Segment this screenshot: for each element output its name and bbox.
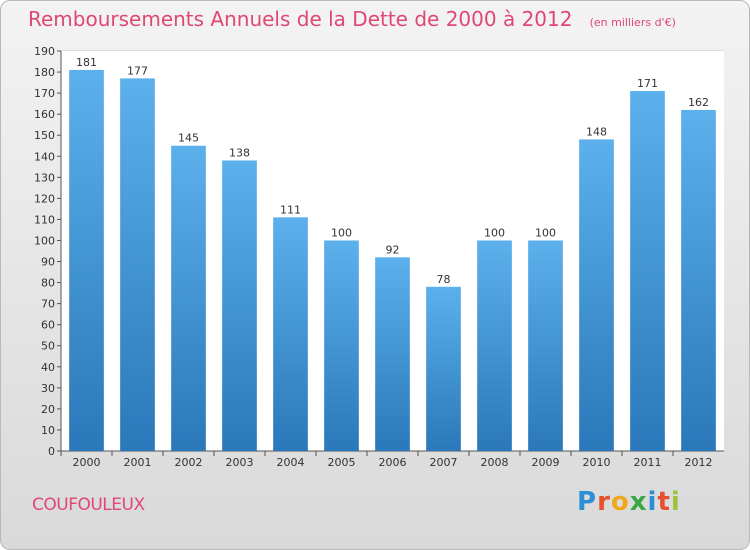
y-tick-label: 20 bbox=[41, 403, 55, 416]
bar-value-label: 111 bbox=[280, 203, 301, 216]
bar-value-label: 100 bbox=[535, 226, 556, 239]
y-tick-label: 190 bbox=[34, 45, 55, 58]
commune-name: COUFOULEUX bbox=[32, 495, 145, 515]
bar-value-label: 145 bbox=[178, 132, 199, 145]
y-tick-label: 100 bbox=[34, 234, 55, 247]
y-tick-label: 30 bbox=[41, 382, 55, 395]
y-tick-label: 10 bbox=[41, 424, 55, 437]
chart-title: Remboursements Annuels de la Dette de 20… bbox=[28, 7, 676, 31]
bar-value-label: 78 bbox=[437, 273, 451, 286]
x-tick-label: 2003 bbox=[226, 456, 254, 469]
proxiti-logo: Proxiti bbox=[577, 487, 681, 517]
logo-letter: i bbox=[670, 487, 681, 517]
logo-letter: P bbox=[577, 487, 598, 517]
bar bbox=[222, 160, 257, 451]
y-tick-label: 70 bbox=[41, 298, 55, 311]
y-tick-label: 180 bbox=[34, 66, 55, 79]
bar-value-label: 181 bbox=[76, 56, 97, 69]
x-tick-label: 2010 bbox=[583, 456, 611, 469]
y-tick-label: 130 bbox=[34, 171, 55, 184]
x-tick-label: 2008 bbox=[481, 456, 509, 469]
x-tick-label: 2012 bbox=[685, 456, 713, 469]
bar-value-label: 138 bbox=[229, 146, 250, 159]
logo-letter: t bbox=[657, 487, 671, 517]
y-tick-labels: 0 10 20 30 40 50 60 70 80 90 100 110 120 130 140 150 160… bbox=[34, 45, 55, 458]
bar-value-label: 177 bbox=[127, 64, 148, 77]
bar bbox=[477, 240, 512, 451]
x-tick-label: 2007 bbox=[430, 456, 458, 469]
bar-value-label: 171 bbox=[637, 77, 658, 90]
bar bbox=[630, 91, 665, 451]
y-tick-label: 80 bbox=[41, 277, 55, 290]
x-tick-label: 2006 bbox=[379, 456, 407, 469]
x-tick-label: 2005 bbox=[328, 456, 356, 469]
y-tick-label: 0 bbox=[48, 445, 55, 458]
bar-value-label: 100 bbox=[484, 226, 505, 239]
y-tick-label: 170 bbox=[34, 87, 55, 100]
bar bbox=[426, 286, 461, 451]
bar-value-label: 92 bbox=[386, 243, 400, 256]
bar bbox=[324, 240, 359, 451]
bar bbox=[69, 69, 104, 452]
x-tick-label: 2001 bbox=[124, 456, 152, 469]
x-tick-label: 2009 bbox=[532, 456, 560, 469]
x-tick-labels: 2000 2001 2002 2003 2004 2005 2006 2007 2008 2009… bbox=[60, 451, 713, 469]
chart-unit-label: (en milliers d'€) bbox=[589, 16, 676, 29]
y-tick-label: 110 bbox=[34, 213, 55, 226]
x-tick-label: 2002 bbox=[175, 456, 203, 469]
y-tick-label: 60 bbox=[41, 319, 55, 332]
bar bbox=[579, 139, 614, 451]
bar-value-label: 162 bbox=[688, 96, 709, 109]
bar bbox=[273, 217, 308, 451]
logo-letter: o bbox=[610, 487, 630, 517]
y-tick-label: 90 bbox=[41, 256, 55, 269]
bar bbox=[528, 240, 563, 451]
y-tick-label: 50 bbox=[41, 340, 55, 353]
bar bbox=[120, 78, 155, 452]
logo-letter: x bbox=[629, 487, 648, 517]
bar-value-label: 100 bbox=[331, 226, 352, 239]
bar-value-label: 148 bbox=[586, 125, 607, 138]
bar bbox=[375, 257, 410, 451]
logo-letter: i bbox=[647, 487, 658, 517]
y-tick-label: 120 bbox=[34, 192, 55, 205]
x-tick-label: 2004 bbox=[277, 456, 305, 469]
y-tick-label: 40 bbox=[41, 361, 55, 374]
bars: 181 177 145 138 111 100 92 78 100 100 148 171 162 bbox=[69, 56, 716, 452]
bar bbox=[171, 145, 206, 451]
logo-letter: r bbox=[597, 487, 611, 517]
y-tick-label: 150 bbox=[34, 129, 55, 142]
chart-title-text: Remboursements Annuels de la Dette de 20… bbox=[28, 7, 573, 31]
y-tick-label: 160 bbox=[34, 108, 55, 121]
y-tick-label: 140 bbox=[34, 150, 55, 163]
x-tick-label: 2000 bbox=[73, 456, 101, 469]
bar bbox=[681, 109, 716, 452]
x-tick-label: 2011 bbox=[634, 456, 662, 469]
